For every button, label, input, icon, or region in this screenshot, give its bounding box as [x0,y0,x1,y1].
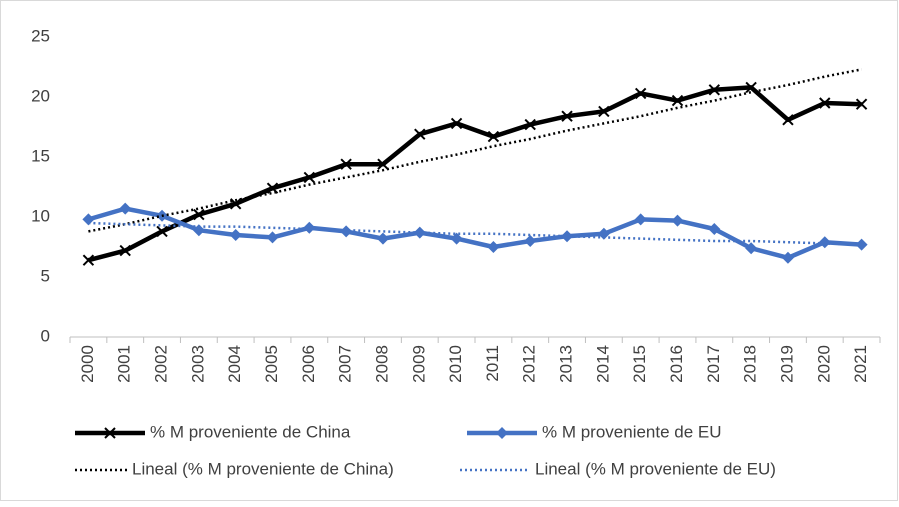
y-tick-label: 10 [31,206,50,225]
point-marker [487,241,500,253]
point-marker-shape [340,158,352,170]
trend-line [88,68,862,233]
x-tick-label: 2013 [557,345,576,383]
x-tick-label: 2020 [814,345,833,383]
point-marker [561,230,574,243]
point-marker [561,110,573,122]
point-marker [266,231,279,244]
point-marker [524,118,536,131]
y-tick-label: 15 [31,146,50,165]
point-marker [229,198,242,210]
point-marker [524,235,537,247]
x-tick-label: 2006 [299,345,318,383]
x-tick-label: 2008 [372,345,391,383]
x-tick-label: 2016 [667,345,686,383]
point-marker [192,224,205,237]
point-marker [340,225,353,238]
point-marker-shape [119,244,131,257]
x-tick-label: 2015 [630,345,649,383]
point-marker [340,158,352,170]
point-marker-shape [855,98,868,110]
series-line [87,206,862,261]
point-marker [634,87,647,100]
point-marker [671,94,684,107]
point-marker [450,117,463,130]
point-marker [855,238,868,251]
x-tick-label: 2017 [704,345,723,383]
point-marker-shape [561,110,573,122]
point-marker-shape [524,118,536,131]
point-marker [671,214,684,227]
x-tick-label: 2014 [593,345,612,383]
y-tick-label: 5 [41,266,50,285]
legend-label: % M proveniente de EU [542,422,722,441]
point-marker [193,208,205,221]
point-marker-shape [450,117,463,130]
legend-label: % M proveniente de China [150,422,351,441]
point-marker [745,242,758,255]
legend-marker [104,427,116,439]
point-marker [855,98,868,110]
x-tick-label: 2002 [152,345,171,383]
point-marker-shape [671,94,684,107]
point-marker-shape [819,97,831,109]
legend-label: Lineal (% M proveniente de EU) [535,459,776,478]
point-marker [487,130,500,143]
x-tick-label: 2007 [336,345,355,383]
x-tick-label: 2003 [188,345,207,383]
x-tick-label: 2004 [225,345,244,383]
point-marker-shape [377,158,389,170]
legend-marker [496,427,508,439]
point-marker [414,128,426,140]
point-marker-shape [303,171,316,184]
point-marker [634,213,647,226]
point-marker [229,229,242,241]
y-tick-label: 20 [31,86,50,105]
y-tick-label: 25 [31,26,50,45]
point-marker [708,223,721,235]
x-tick-label: 2000 [78,345,97,383]
series-line [87,85,862,263]
point-marker [377,158,389,170]
point-marker [597,227,610,240]
x-tick-label: 2010 [446,345,465,383]
x-tick-label: 2011 [483,345,502,382]
point-marker-shape [156,225,168,238]
x-tick-label: 2021 [851,345,870,383]
point-marker [82,213,95,226]
point-marker [376,232,389,245]
point-marker [119,244,131,257]
point-marker [303,171,316,184]
point-marker [708,84,721,96]
point-marker [819,97,831,109]
y-tick-label: 0 [41,326,50,345]
point-marker-shape [782,114,794,126]
point-marker [82,254,95,266]
trend-line [88,221,862,246]
point-marker [156,225,168,238]
x-tick-label: 2009 [409,345,428,383]
point-marker-shape [82,254,95,266]
x-tick-label: 2001 [115,345,134,383]
point-marker [781,251,794,264]
point-marker [119,202,132,215]
point-marker [450,232,463,245]
point-marker-shape [414,128,426,140]
point-marker-shape [634,87,647,100]
point-marker-shape [598,105,610,118]
x-tick-label: 2019 [777,345,796,383]
point-marker-shape [708,84,721,96]
point-marker-shape [487,130,500,143]
x-tick-label: 2005 [262,345,281,383]
point-marker [598,105,610,118]
x-tick-label: 2012 [520,345,539,383]
legend-label: Lineal (% M proveniente de China) [132,459,394,478]
point-marker-shape [193,208,205,221]
legend-marker-shape [104,427,116,439]
point-marker-shape [229,198,242,210]
point-marker [782,114,794,126]
x-tick-label: 2018 [741,345,760,383]
